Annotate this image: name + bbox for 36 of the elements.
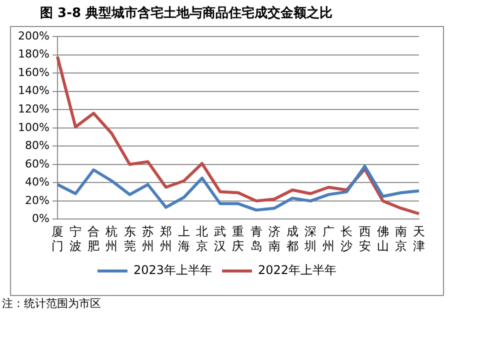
y-tick-label: 140%: [18, 84, 50, 98]
y-tick-label: 180%: [18, 48, 50, 61]
x-tick-label: 宁波: [70, 224, 82, 253]
x-tick-label: 杭州: [104, 224, 118, 253]
legend-label: 2022年上半年: [258, 263, 337, 278]
x-tick-label: 武汉: [214, 224, 226, 253]
x-tick-label: 西安: [358, 224, 371, 253]
x-tick-label: 东莞: [124, 224, 136, 253]
x-tick-label: 青岛: [250, 224, 262, 253]
x-tick-label: 成都: [286, 224, 298, 253]
x-tick-label: 长沙: [340, 224, 353, 253]
y-tick-label: 20%: [24, 194, 50, 207]
y-tick-label: 40%: [24, 176, 50, 189]
y-tick-label: 60%: [24, 157, 50, 170]
x-tick-label: 北京: [196, 224, 208, 253]
y-tick-label: 200%: [18, 29, 50, 42]
y-tick-label: 160%: [18, 66, 50, 79]
x-tick-label: 天津: [413, 224, 425, 253]
x-tick-label: 济南: [268, 224, 280, 253]
x-tick-label: 合肥: [88, 224, 100, 253]
x-tick-label: 深圳: [304, 224, 317, 253]
x-tick-label: 郑州: [160, 224, 172, 253]
x-tick-label: 佛山: [376, 224, 389, 253]
x-tick-label: 苏州: [142, 224, 154, 253]
x-tick-label: 上海: [178, 224, 190, 253]
x-tick-label: 厦门: [51, 224, 64, 253]
x-tick-label: 广州: [322, 224, 335, 253]
x-tick-label: 南京: [394, 224, 407, 253]
y-tick-label: 100%: [18, 120, 50, 134]
y-tick-label: 80%: [24, 139, 50, 152]
y-tick-label: 0%: [32, 212, 50, 226]
text: 注：统计范围为市区: [2, 296, 101, 311]
chart-title: 图 3-8 典型城市含宅土地与商品住宅成交金额之比: [40, 4, 333, 22]
x-tick-label: 重庆: [232, 224, 244, 253]
y-tick-label: 120%: [18, 102, 50, 116]
legend-label: 2023年上半年: [133, 263, 212, 278]
